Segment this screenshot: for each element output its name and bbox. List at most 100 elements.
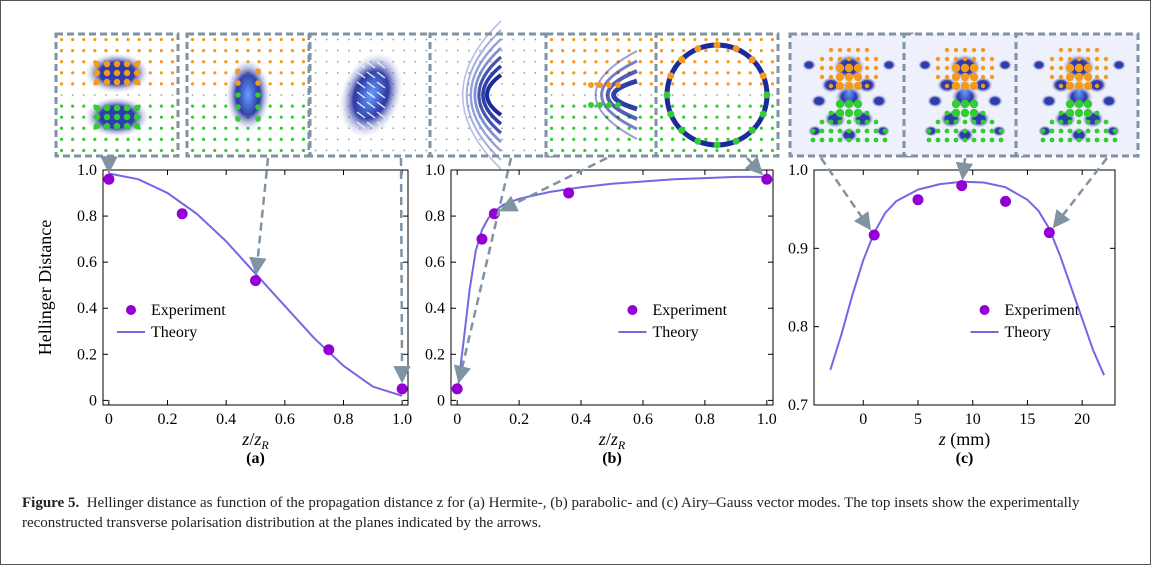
polarisation-dot-orange (124, 79, 130, 85)
polarisation-dot-green (94, 105, 100, 111)
polarisation-dot-green (1041, 138, 1046, 143)
polarisation-dot-green (1104, 138, 1109, 143)
inset-polarisation-dot (583, 82, 586, 85)
polarisation-dot-green (1075, 100, 1083, 108)
polarisation-dot-green (981, 138, 986, 143)
inset-polarisation-dot (435, 39, 437, 41)
inset-polarisation-dot (213, 49, 216, 52)
inset-polarisation-dot (191, 104, 194, 107)
inset-polarisation-dot (60, 127, 63, 130)
inset-polarisation-dot (104, 49, 107, 52)
inset-polarisation-dot (650, 71, 653, 74)
polarisation-dot (667, 72, 674, 79)
polarisation-dot-orange (836, 64, 844, 72)
inset-polarisation-dot (370, 50, 372, 52)
inset-polarisation-dot (468, 94, 470, 96)
inset-polarisation-dot (639, 71, 642, 74)
y-tick-label: 0.6 (425, 254, 445, 271)
inset-polarisation-dot (280, 127, 283, 130)
inset-polarisation-dot (291, 116, 294, 119)
polarisation-dot-green (124, 123, 130, 129)
airy-lobe (882, 59, 896, 70)
polarisation-dot-orange (94, 61, 100, 67)
inset-polarisation-dot (704, 116, 707, 119)
polarisation-dot-orange (134, 61, 140, 67)
inset-polarisation-dot (512, 50, 514, 52)
polarisation-dot-orange (829, 48, 833, 52)
polarisation-dot-green (865, 120, 870, 125)
inset-polarisation-dot (561, 60, 564, 63)
inset-polarisation-dot (414, 61, 416, 63)
polarisation-dot-green (945, 138, 950, 143)
inset-polarisation-dot (639, 94, 641, 96)
inset-polarisation-dot (93, 138, 96, 141)
polarisation-dot-orange (961, 64, 969, 72)
inset-polarisation-dot (403, 127, 405, 129)
inset-polarisation-dot (616, 38, 619, 41)
y-tick-label: 1.0 (788, 162, 808, 179)
polarisation-dot-orange (124, 61, 130, 67)
inset-polarisation-dot (671, 82, 674, 85)
inset-polarisation-dot (326, 50, 328, 52)
inset-polarisation-dot (115, 49, 118, 52)
inset-polarisation-dot (126, 49, 129, 52)
polarisation-dot-orange (1068, 57, 1072, 61)
inset-polarisation-dot (738, 116, 741, 119)
inset-polarisation-dot (302, 38, 305, 41)
inset-polarisation-dot (370, 138, 372, 140)
inset-polarisation-dot (561, 104, 564, 107)
inset-polarisation-dot (160, 60, 163, 63)
y-tick-label: 0.8 (425, 208, 445, 225)
polarisation-dot-orange (854, 82, 862, 90)
polarisation-dot-orange (1050, 57, 1054, 61)
inset-polarisation-dot (672, 94, 674, 96)
inset-polarisation-dot (71, 49, 74, 52)
polarisation-dot-orange (829, 66, 833, 70)
polarisation-dot-green (874, 120, 879, 125)
inset-polarisation-dot (392, 150, 394, 152)
polarisation-dot-green (936, 138, 941, 143)
inset-polarisation-dot (359, 50, 361, 52)
inset-polarisation-dot (693, 71, 696, 74)
polarisation-dot-orange (845, 73, 853, 81)
polarisation-dot (235, 80, 241, 86)
inset-polarisation-dot (60, 49, 63, 52)
y-tick-label: 0 (437, 392, 445, 409)
polarisation-dot (255, 92, 261, 98)
polarisation-dot-green (1086, 138, 1091, 143)
inset-polarisation-dot (280, 138, 283, 141)
inset-polarisation-dot (468, 50, 470, 52)
inset-polarisation-dot (326, 138, 328, 140)
polarisation-dot-orange (1066, 73, 1074, 81)
experiment-point (452, 383, 463, 394)
inset-polarisation-dot (490, 127, 492, 129)
inset-polarisation-dot (326, 39, 328, 41)
polarisation-dot (255, 68, 261, 74)
polarisation-dot (235, 92, 241, 98)
inset-polarisation-dot (224, 116, 227, 119)
inset-polarisation-dot (115, 38, 118, 41)
inset-polarisation-dot (191, 60, 194, 63)
inset-polarisation-dot (584, 94, 586, 96)
polarisation-dot-orange (820, 75, 824, 79)
polarisation-dot-green (820, 129, 825, 134)
inset-polarisation-dot (650, 60, 653, 63)
inset-polarisation-dot (370, 150, 372, 152)
polarisation-dot-green (1066, 109, 1074, 117)
polarisation-dot-green (936, 129, 941, 134)
inset-polarisation-dot (660, 116, 663, 119)
polarisation-dot (694, 138, 701, 145)
inset-polarisation-dot (381, 138, 383, 140)
inset-polarisation-dot (523, 61, 525, 63)
inset-polarisation-dot (426, 116, 428, 118)
x-axis-label-part: z (610, 429, 618, 449)
polarisation-dot-orange (981, 57, 985, 61)
polarisation-dot-green (1050, 129, 1055, 134)
polarisation-dot-green (1050, 138, 1055, 143)
inset-polarisation-dot (682, 104, 685, 107)
polarisation-dot-green (1104, 129, 1109, 134)
inset-polarisation-dot (191, 49, 194, 52)
inset-polarisation-dot (446, 116, 448, 118)
inset-polarisation-dot (337, 39, 339, 41)
inset-polarisation-dot (671, 38, 674, 41)
